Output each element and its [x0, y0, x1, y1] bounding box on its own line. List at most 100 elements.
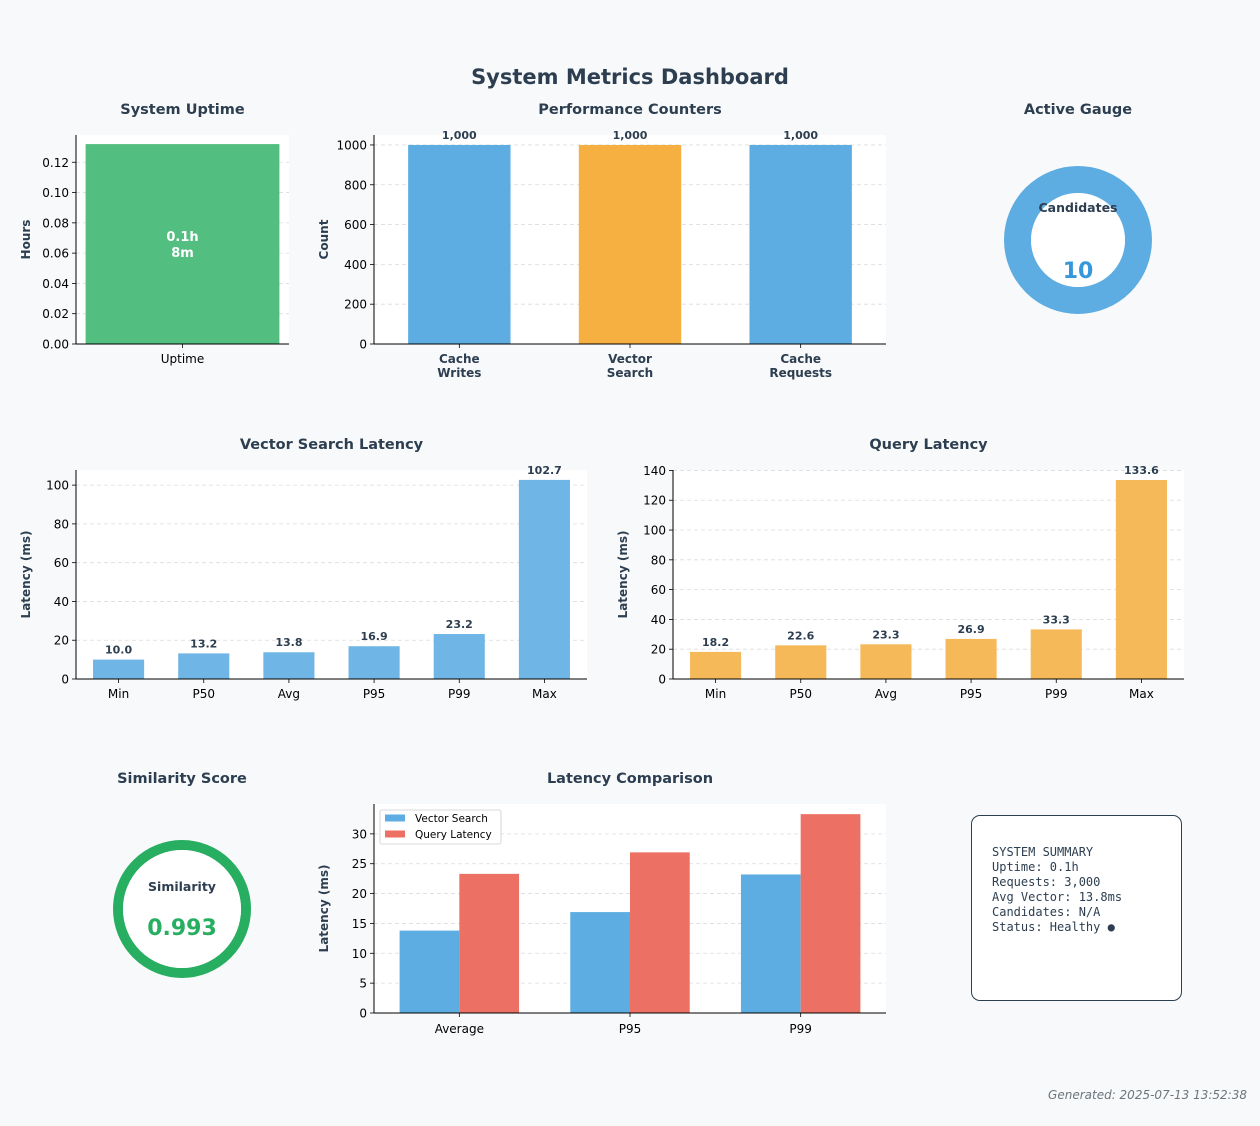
- query_latency-ytick-label: 60: [651, 583, 666, 597]
- comparison-legend-box: [379, 809, 502, 845]
- query_latency-bar: [945, 638, 997, 679]
- active_gauge-value: 10: [1063, 259, 1094, 284]
- active_gauge-ring: [1004, 166, 1152, 314]
- uptime-title: System Uptime: [120, 102, 245, 118]
- query_latency-bar: [690, 651, 742, 679]
- comparison-ytick-label: 25: [352, 857, 367, 871]
- counters-title: Performance Counters: [538, 102, 722, 118]
- uptime-bar-label: 0.1h: [166, 230, 198, 245]
- vector_latency-ytick-label: 80: [54, 517, 69, 531]
- comparison-bar-query: [800, 814, 861, 1013]
- vector_latency-bar: [263, 652, 315, 679]
- active_gauge-label: Candidates: [1038, 200, 1117, 215]
- uptime-ylabel: Hours: [19, 220, 33, 260]
- comparison-ytick-label: 5: [359, 977, 367, 991]
- vector_latency-xtick-label: P95: [363, 687, 386, 701]
- query_latency-bar: [775, 645, 827, 679]
- uptime-ytick-label: 0.08: [42, 216, 69, 230]
- vector_latency-data-label: 13.2: [190, 637, 217, 650]
- comparison-ytick-label: 20: [352, 887, 367, 901]
- summary-line: Status: Healthy ●: [992, 920, 1115, 934]
- counters-xtick-label: Requests: [769, 366, 832, 380]
- vector_latency-bar: [178, 653, 230, 679]
- comparison-legend-label: Query Latency: [415, 829, 492, 841]
- query_latency-ytick-label: 20: [651, 643, 666, 657]
- vector_latency-bar: [518, 479, 570, 679]
- counters-xtick-label: Cache: [780, 352, 821, 366]
- counters-bar: [408, 144, 511, 344]
- query_latency-ytick-label: 100: [643, 524, 666, 538]
- vector_latency-ytick-label: 0: [61, 673, 69, 687]
- counters-xtick-label: Cache: [439, 352, 480, 366]
- vector_latency-data-label: 13.8: [275, 636, 302, 649]
- comparison-bar-vector: [740, 874, 801, 1013]
- counters-data-label: 1,000: [783, 129, 818, 142]
- vector_latency-ytick-label: 100: [46, 479, 69, 493]
- uptime-ytick-label: 0.10: [42, 186, 69, 200]
- comparison-ylabel: Latency (ms): [317, 865, 331, 953]
- uptime-ytick-label: 0.00: [42, 338, 69, 352]
- query_latency-data-label: 33.3: [1043, 613, 1070, 626]
- counters-xtick-label: Writes: [437, 366, 481, 380]
- query_latency-ytick-label: 0: [658, 673, 666, 687]
- vector_latency-xtick-label: P99: [448, 687, 471, 701]
- vector_latency-data-label: 102.7: [527, 464, 562, 477]
- comparison-xtick-label: Average: [435, 1022, 484, 1036]
- comparison-bar-vector: [399, 930, 460, 1013]
- uptime-bar-label: 8m: [171, 246, 194, 261]
- similarity-label: Similarity: [148, 879, 216, 894]
- counters-xtick-label: Vector: [608, 352, 652, 366]
- counters-xtick-label: Search: [607, 366, 653, 380]
- vector_latency-data-label: 23.2: [446, 618, 473, 631]
- query_latency-title: Query Latency: [869, 437, 988, 453]
- counters-ytick-label: 200: [344, 298, 367, 312]
- active_gauge-center: [1031, 193, 1125, 287]
- uptime-ytick-label: 0.06: [42, 247, 69, 261]
- vector_latency-plot-area: [76, 470, 587, 679]
- vector_latency-ytick-label: 40: [54, 595, 69, 609]
- counters-ytick-label: 0: [359, 338, 367, 352]
- vector_latency-ytick-label: 20: [54, 634, 69, 648]
- uptime-bar: [85, 144, 280, 344]
- comparison-ytick-label: 30: [352, 827, 367, 841]
- vector_latency-bar: [348, 646, 400, 679]
- counters-bar: [749, 144, 852, 344]
- comparison-bar-query: [630, 852, 690, 1013]
- uptime-ytick-label: 0.04: [42, 277, 69, 291]
- uptime-ytick-label: 0.12: [42, 156, 69, 170]
- counters-ytick-label: 600: [344, 218, 367, 232]
- vector_latency-data-label: 16.9: [361, 630, 388, 643]
- vector_latency-ytick-label: 60: [54, 556, 69, 570]
- comparison-bar-vector: [570, 912, 630, 1013]
- similarity-value: 0.993: [147, 916, 217, 941]
- query_latency-ytick-label: 120: [643, 494, 666, 508]
- page-title: System Metrics Dashboard: [471, 65, 789, 89]
- similarity-title: Similarity Score: [117, 771, 247, 787]
- query_latency-ytick-label: 140: [643, 464, 666, 478]
- query_latency-data-label: 18.2: [702, 636, 729, 649]
- query_latency-xtick-label: Max: [1129, 687, 1154, 701]
- active_gauge-title: Active Gauge: [1024, 102, 1132, 118]
- query_latency-bar: [1030, 629, 1082, 679]
- vector_latency-data-label: 10.0: [105, 644, 132, 657]
- comparison-ytick-label: 10: [352, 947, 367, 961]
- query_latency-xtick-label: P99: [1045, 687, 1068, 701]
- query_latency-data-label: 26.9: [958, 623, 985, 636]
- summary-line: Avg Vector: 13.8ms: [992, 890, 1123, 904]
- comparison-ytick-label: 0: [359, 1007, 367, 1021]
- vector_latency-xtick-label: Max: [532, 687, 557, 701]
- system-summary-box: [971, 815, 1182, 1001]
- query_latency-ytick-label: 40: [651, 613, 666, 627]
- query_latency-xtick-label: Min: [705, 687, 726, 701]
- generated-timestamp: Generated: 2025-07-13 13:52:38: [1048, 1088, 1247, 1102]
- query_latency-data-label: 133.6: [1124, 464, 1159, 477]
- summary-line: Uptime: 0.1h: [992, 860, 1079, 874]
- comparison-legend-label: Vector Search: [415, 813, 488, 825]
- comparison-title: Latency Comparison: [547, 771, 713, 787]
- query_latency-ytick-label: 80: [651, 553, 666, 567]
- vector_latency-xtick-label: P50: [192, 687, 215, 701]
- query_latency-ylabel: Latency (ms): [616, 531, 630, 619]
- vector_latency-bar: [93, 659, 145, 679]
- query_latency-xtick-label: Avg: [875, 687, 897, 701]
